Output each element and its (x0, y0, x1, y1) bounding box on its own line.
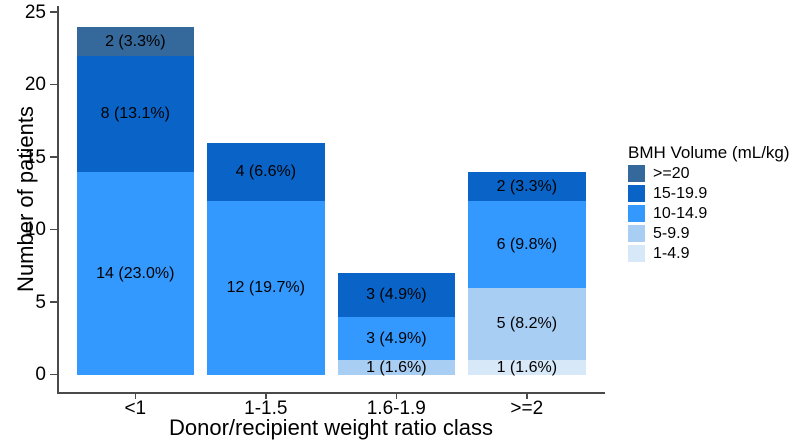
y-tick-mark (50, 228, 57, 231)
x-tick-mark (134, 393, 137, 399)
y-axis-title: Number of patients (13, 106, 38, 292)
bar-segment-label: 4 (6.6%) (235, 163, 297, 180)
legend-item-label: >=20 (653, 165, 690, 182)
y-axis-line (57, 6, 59, 394)
bar-segment-label: 6 (9.8%) (496, 235, 558, 253)
bar-segment-label: 8 (13.1%) (100, 105, 170, 122)
bar-segment-label: 3 (4.9%) (366, 329, 427, 347)
bar-segment-label: 2 (3.3%) (496, 177, 558, 195)
x-axis-title: Donor/recipient weight ratio class (168, 415, 494, 440)
y-tick-label: 10 (24, 219, 46, 240)
legend-title: BMH Volume (mL/kg) (628, 143, 790, 162)
legend-item-label: 5-9.9 (653, 225, 690, 242)
legend-swatch-10-14.9 (628, 205, 645, 222)
bar-segment-label: 14 (23.0%) (96, 264, 175, 282)
bar-segment-label: 3 (4.9%) (366, 286, 427, 304)
x-tick-label: 1.6-1.9 (366, 398, 426, 419)
x-tick-mark (395, 393, 398, 399)
y-tick-mark (50, 156, 57, 158)
bar-segment-label: 2 (3.3%) (105, 32, 166, 50)
y-tick-mark (50, 301, 57, 303)
bar-segment-15-19.9 (207, 142, 325, 201)
legend-item-label: 1-4.9 (653, 245, 690, 262)
y-tick-label: 5 (35, 291, 46, 313)
bar-segment-15-19.9 (337, 273, 456, 317)
bar-segment-label: 5 (8.2%) (496, 315, 558, 333)
bar-segment-10-14.9 (468, 200, 586, 288)
bar-segment-10-14.9 (337, 316, 456, 360)
y-tick-label: 20 (24, 74, 46, 95)
bar-segment-10-14.9 (207, 200, 325, 375)
bar-segment->=20 (76, 26, 195, 56)
bar-segment-10-14.9 (76, 171, 195, 375)
x-tick-mark (265, 393, 267, 399)
y-tick-label: 25 (24, 1, 46, 23)
legend-item-label: 10-14.9 (653, 205, 708, 222)
bar-segment-15-19.9 (468, 171, 586, 201)
x-tick-label: >=2 (510, 398, 544, 419)
legend-swatch-1-4.9 (628, 245, 645, 262)
bar-segment-label: 1 (1.6%) (366, 358, 427, 376)
bar-segment-5-9.9 (337, 360, 456, 375)
y-tick-label: 15 (24, 146, 46, 168)
x-tick-label: 1-1.5 (244, 398, 288, 419)
bar-segment-label: 12 (19.7%) (226, 279, 305, 296)
x-tick-label: <1 (124, 398, 147, 419)
legend-item-label: 15-19.9 (653, 185, 708, 202)
legend-swatch-15-19.9 (628, 185, 645, 202)
y-tick-label: 0 (35, 364, 46, 385)
legend-swatch-5-9.9 (628, 225, 645, 242)
y-tick-mark (50, 11, 57, 13)
legend-swatch->=20 (628, 165, 645, 182)
bar-segment-label: 1 (1.6%) (496, 358, 558, 376)
y-tick-mark (50, 373, 57, 376)
x-axis-line (57, 392, 605, 394)
bar-segment-15-19.9 (76, 55, 195, 172)
y-tick-mark (50, 83, 57, 86)
x-tick-mark (526, 393, 528, 399)
bar-segment-5-9.9 (468, 287, 586, 360)
bar-segment-1-4.9 (468, 360, 586, 375)
